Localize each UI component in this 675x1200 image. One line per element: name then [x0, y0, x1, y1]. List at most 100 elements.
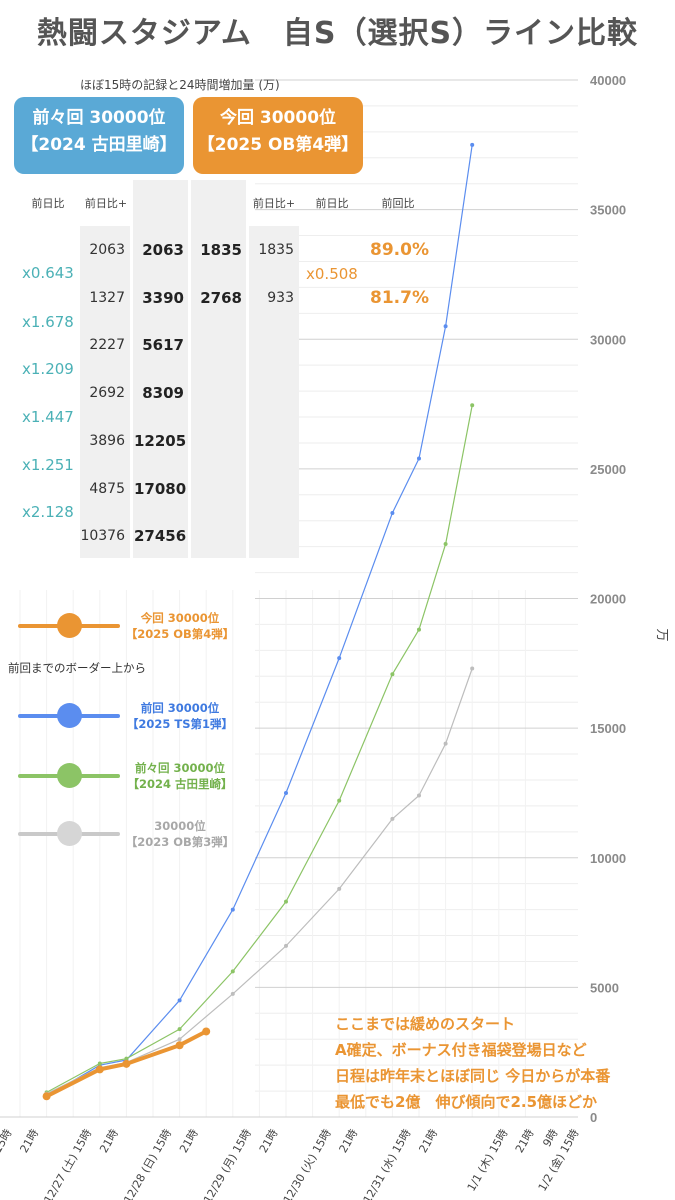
prev2-cumulative-cell: 8309: [142, 384, 184, 402]
annotation-line: ここまでは緩めのスタート: [335, 1015, 516, 1033]
y-tick-label: 0: [590, 1110, 597, 1125]
data-point: [470, 666, 475, 671]
annotation-line: A確定、ボーナス付き福袋登場日など: [335, 1041, 587, 1059]
x-tick-label: 12/28 (日) 15時: [121, 1127, 174, 1200]
x-tick-label: 12/29 (月) 15時: [201, 1127, 254, 1200]
legend-prev-rank: 前回 30000位: [140, 701, 220, 715]
header-left-ratio: 前日比: [31, 197, 65, 210]
data-point: [42, 1092, 51, 1101]
current-badge-rank: 今回 30000位: [219, 108, 337, 128]
prev2-increase-cell: 2227: [89, 337, 125, 353]
y-axis-label: 万: [654, 628, 669, 641]
x-tick-label: 21時: [513, 1127, 537, 1155]
data-point: [337, 886, 342, 891]
legend-2023-event: 【2023 OB第3弾】: [125, 835, 235, 849]
data-point: [443, 324, 448, 329]
prev2-increase-cell: 2692: [89, 385, 125, 401]
legend-label-prev2: 前々回 30000位 【2024 古田里崎】: [120, 760, 240, 792]
current-increase-cell: 1835: [258, 242, 294, 258]
x-tick-label: 21時: [416, 1127, 440, 1155]
data-point: [284, 943, 288, 948]
table-column-current-cumulative: [191, 180, 246, 558]
y-tick-label: 5000: [590, 980, 619, 995]
data-point: [175, 1041, 184, 1050]
prev2-day-ratio: x0.643: [22, 264, 74, 282]
data-point: [417, 456, 421, 461]
data-point: [443, 542, 448, 547]
legend-prev2-event: 【2024 古田里崎】: [127, 777, 233, 791]
prev2-day-ratio: x1.209: [22, 360, 74, 378]
prev2-event-badge: 前々回 30000位 【2024 古田里崎】: [14, 97, 184, 174]
x-tick-label: 9時: [540, 1127, 560, 1149]
prev2-day-ratio: x2.128: [22, 503, 74, 521]
table-column-current-increase: [249, 226, 299, 558]
current-cumulative-cell: 1835: [200, 241, 242, 259]
prev2-day-ratio: x1.251: [22, 456, 74, 474]
x-tick-label: (金) 15時: [0, 1127, 15, 1176]
data-point: [230, 969, 235, 974]
legend-prev-event: 【2025 TS第1弾】: [126, 717, 234, 731]
data-point: [230, 907, 235, 912]
legend-prev2-rank: 前々回 30000位: [134, 761, 225, 775]
x-tick-label: 21時: [337, 1127, 361, 1155]
header-right-ratio: 前日比: [315, 197, 349, 210]
data-point: [284, 790, 288, 795]
data-point: [417, 793, 421, 798]
current-event-badge: 今回 30000位 【2025 OB第4弾】: [193, 97, 363, 174]
data-point: [390, 672, 395, 677]
prev2-increase-cell: 4875: [89, 481, 125, 497]
annotation-line: 日程は昨年末とほぼ同じ 今日からが本番: [335, 1067, 611, 1085]
y-tick-label: 10000: [590, 851, 626, 866]
data-point: [470, 403, 475, 408]
legend-current-event: 【2025 OB第4弾】: [125, 627, 235, 641]
legend-2023-rank: 30000位: [154, 819, 206, 833]
prev2-increase-cell: 1327: [89, 290, 125, 306]
x-tick-label: 21時: [97, 1127, 121, 1155]
legend-dot-prev: [57, 703, 82, 728]
x-tick-label: 1/1 (木) 15時: [465, 1127, 511, 1193]
legend-dot-prev2: [57, 763, 82, 788]
y-tick-label: 25000: [590, 462, 626, 477]
header-prev-comparison: 前回比: [381, 197, 415, 210]
prev2-badge-rank: 前々回 30000位: [32, 108, 166, 128]
table-column-prev2-increase: [80, 226, 130, 558]
x-tick-label: 21時: [257, 1127, 281, 1155]
current-day-ratio: x0.508: [306, 265, 358, 283]
legend-dot-2023: [57, 821, 82, 846]
current-increase-cell: 933: [267, 290, 294, 306]
data-point: [337, 798, 342, 803]
data-point: [97, 1061, 102, 1066]
prev2-day-ratio: x1.447: [22, 408, 74, 426]
prev2-day-ratio: x1.678: [22, 313, 74, 331]
header-left-increase: 前日比+: [84, 197, 128, 210]
y-tick-label: 15000: [590, 721, 626, 736]
data-point: [417, 627, 421, 632]
prev2-cumulative-cell: 2063: [142, 241, 184, 259]
data-point: [230, 991, 235, 996]
legend-label-current: 今回 30000位 【2025 OB第4弾】: [120, 610, 240, 642]
legend-dot-current: [57, 613, 82, 638]
prev2-badge-event: 【2024 古田里崎】: [21, 135, 177, 155]
page-title: 熱闘スタジアム 自S（選択S）ライン比較: [36, 16, 639, 51]
current-badge-event: 【2025 OB第4弾】: [197, 135, 359, 155]
data-point: [443, 741, 448, 746]
x-tick-label: 12/31 (水) 15時: [361, 1127, 414, 1200]
y-tick-label: 35000: [590, 203, 626, 218]
prev2-cumulative-cell: 12205: [134, 432, 187, 450]
table-column-prev2-cumulative: [133, 180, 188, 558]
y-tick-label: 40000: [590, 73, 626, 88]
annotation-line: 最低でも2億 伸び傾向で2.5億ほどか: [335, 1093, 598, 1111]
prev2-increase-cell: 10376: [80, 528, 125, 544]
data-point: [390, 510, 395, 515]
data-point: [390, 816, 395, 821]
data-point: [177, 1037, 182, 1042]
prev2-increase-cell: 2063: [89, 242, 125, 258]
current-cumulative-cell: 2768: [200, 289, 242, 307]
data-point: [337, 656, 342, 661]
data-point: [470, 142, 475, 147]
prev2-cumulative-cell: 27456: [134, 527, 187, 545]
prev2-cumulative-cell: 3390: [142, 289, 184, 307]
data-point: [95, 1065, 104, 1074]
prev-comparison-percent: 81.7%: [370, 288, 429, 308]
